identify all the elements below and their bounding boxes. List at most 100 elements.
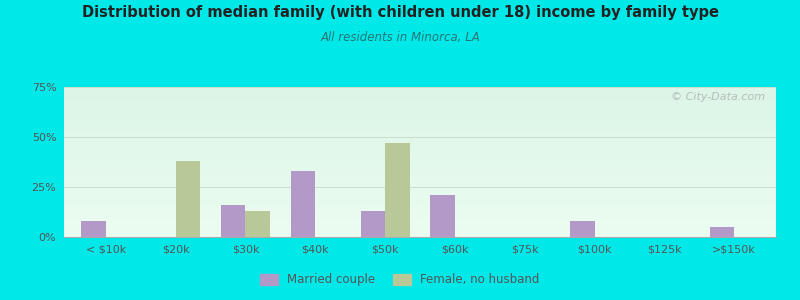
Bar <box>64 164 776 165</box>
Bar <box>64 106 776 107</box>
Bar <box>64 212 776 213</box>
Bar <box>64 196 776 197</box>
Bar <box>64 235 776 236</box>
Bar <box>64 129 776 130</box>
Bar <box>64 203 776 204</box>
Bar <box>64 114 776 115</box>
Bar <box>64 143 776 144</box>
Bar <box>64 148 776 149</box>
Bar <box>385 143 410 237</box>
Bar <box>64 100 776 101</box>
Bar <box>64 193 776 194</box>
Bar <box>64 180 776 181</box>
Bar <box>64 219 776 220</box>
Bar <box>64 215 776 216</box>
Bar <box>64 95 776 96</box>
Bar <box>64 181 776 182</box>
Bar <box>64 89 776 90</box>
Bar <box>64 153 776 154</box>
Bar <box>64 208 776 209</box>
Bar <box>64 109 776 110</box>
Bar <box>64 120 776 121</box>
Bar <box>64 211 776 212</box>
Bar <box>64 152 776 153</box>
Bar <box>64 158 776 159</box>
Legend: Married couple, Female, no husband: Married couple, Female, no husband <box>255 269 545 291</box>
Bar <box>710 227 734 237</box>
Bar <box>64 223 776 224</box>
Bar <box>64 216 776 217</box>
Bar <box>64 222 776 223</box>
Bar <box>64 90 776 91</box>
Bar <box>64 108 776 109</box>
Bar <box>291 171 315 237</box>
Bar <box>221 205 246 237</box>
Bar <box>64 173 776 174</box>
Bar <box>64 234 776 235</box>
Bar <box>64 187 776 188</box>
Bar <box>64 96 776 97</box>
Bar <box>64 87 776 88</box>
Bar <box>64 190 776 191</box>
Bar <box>64 200 776 201</box>
Bar <box>64 146 776 147</box>
Bar <box>64 88 776 89</box>
Bar <box>64 166 776 167</box>
Bar <box>64 194 776 195</box>
Bar <box>64 118 776 119</box>
Bar <box>64 176 776 177</box>
Bar <box>64 104 776 105</box>
Bar <box>64 185 776 186</box>
Bar <box>64 125 776 126</box>
Bar <box>64 141 776 142</box>
Bar <box>64 130 776 131</box>
Bar <box>64 226 776 227</box>
Bar <box>64 116 776 117</box>
Bar <box>64 144 776 145</box>
Bar <box>64 170 776 171</box>
Bar <box>64 225 776 226</box>
Bar <box>64 159 776 160</box>
Bar <box>64 213 776 214</box>
Bar <box>64 168 776 169</box>
Bar <box>64 117 776 118</box>
Bar <box>64 112 776 113</box>
Bar <box>64 123 776 124</box>
Bar <box>64 189 776 190</box>
Bar <box>64 101 776 102</box>
Bar <box>64 147 776 148</box>
Bar <box>64 171 776 172</box>
Bar <box>64 162 776 163</box>
Bar <box>64 172 776 173</box>
Bar <box>64 119 776 120</box>
Bar <box>64 122 776 123</box>
Bar <box>64 131 776 132</box>
Bar <box>64 113 776 114</box>
Bar <box>64 214 776 215</box>
Bar <box>64 178 776 179</box>
Bar <box>64 139 776 140</box>
Bar <box>64 97 776 98</box>
Bar <box>64 160 776 161</box>
Bar <box>64 183 776 184</box>
Bar <box>64 91 776 92</box>
Bar <box>64 167 776 168</box>
Bar <box>64 154 776 155</box>
Bar <box>64 157 776 158</box>
Bar <box>64 134 776 135</box>
Bar <box>64 100 776 101</box>
Bar <box>64 138 776 139</box>
Bar <box>64 220 776 221</box>
Bar <box>64 145 776 146</box>
Bar <box>64 188 776 189</box>
Bar <box>64 174 776 175</box>
Bar <box>64 161 776 162</box>
Bar <box>64 236 776 237</box>
Bar <box>64 102 776 103</box>
Bar <box>64 204 776 205</box>
Bar <box>64 228 776 229</box>
Bar <box>64 110 776 111</box>
Bar <box>64 182 776 183</box>
Bar <box>64 179 776 180</box>
Bar <box>64 99 776 100</box>
